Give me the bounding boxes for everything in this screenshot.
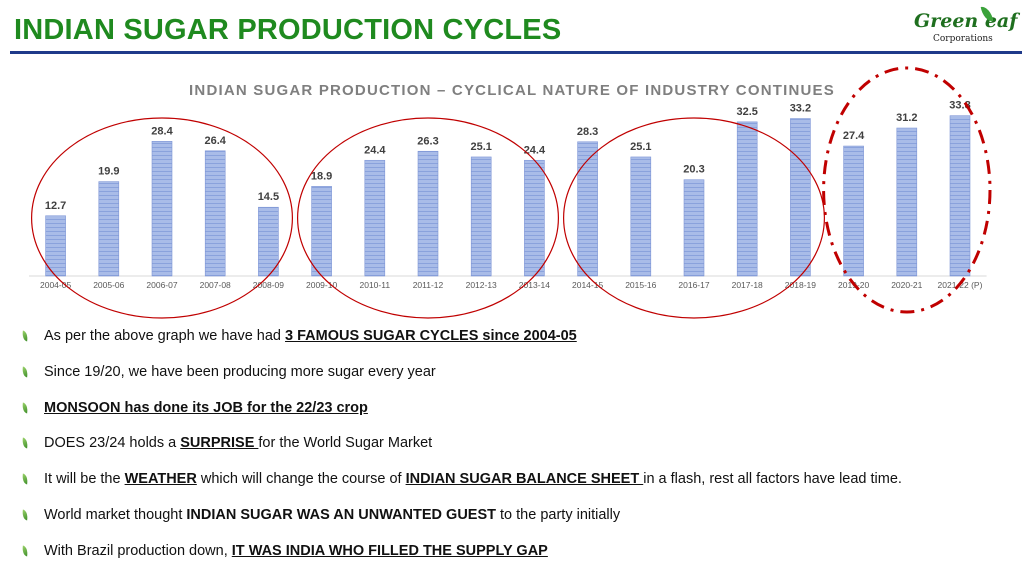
data-label-2013-14: 24.4	[524, 144, 546, 156]
bullet-item: World market thought INDIAN SUGAR WAS AN…	[21, 505, 1012, 541]
tick-label-2020-21: 2020-21	[891, 280, 922, 290]
bar-2010-11	[364, 159, 386, 277]
leaf-bullet-icon	[21, 473, 29, 485]
cycle-highlight-3	[562, 117, 825, 319]
cycle-highlight-2	[297, 117, 559, 319]
tick-label-2009-10: 2009-10	[306, 280, 337, 290]
tick-label-2008-09: 2008-09	[253, 280, 284, 290]
data-label-2004-05: 12.7	[45, 200, 66, 212]
bullet-text: With Brazil production down,	[44, 542, 232, 559]
tick-label-2007-08: 2007-08	[200, 280, 231, 290]
bullet-text: for the World Sugar Market	[258, 435, 433, 452]
tick-label-2018-19: 2018-19	[785, 280, 816, 290]
data-label-2012-13: 25.1	[470, 141, 491, 153]
tick-label-2012-13: 2012-13	[466, 280, 497, 290]
data-label-2019-20: 27.4	[843, 130, 865, 142]
bullet-text: World market thought	[44, 506, 187, 523]
tick-label-2005-06: 2005-06	[93, 280, 124, 290]
bar-2020-21	[896, 127, 918, 277]
bar-2021-22 (P)	[949, 115, 971, 277]
bullet-item: As per the above graph we have had 3 FAM…	[21, 326, 1012, 362]
bar-2012-13	[470, 156, 492, 277]
company-logo: Green eaf Corporations	[908, 5, 1017, 48]
tick-label-2016-17: 2016-17	[678, 280, 709, 290]
leaf-bullet-icon	[21, 402, 29, 414]
bullet-emphasis: IT WAS INDIA WHO FILLED THE SUPPLY GAP	[231, 542, 548, 559]
bullet-item: DOES 23/24 holds a SURPRISE for the Worl…	[21, 433, 1012, 469]
tick-label-2011-12: 2011-12	[413, 280, 444, 290]
bar-2007-08	[204, 150, 226, 277]
bullet-text: As per the above graph we have had	[44, 328, 286, 344]
tick-label-2013-14: 2013-14	[519, 280, 550, 290]
data-label-2020-21: 31.2	[896, 112, 917, 124]
bar-2011-12	[417, 150, 439, 277]
bar-2006-07	[151, 141, 173, 277]
leaf-bullet-icon	[21, 509, 29, 521]
tick-label-2010-11: 2010-11	[360, 280, 391, 290]
bar-2017-18	[736, 121, 758, 277]
bullet-item: Since 19/20, we have been producing more…	[21, 362, 1012, 398]
bullet-emphasis: WEATHER	[124, 471, 197, 488]
logo-subtitle: Corporations	[933, 34, 993, 44]
bar-2016-17	[683, 179, 705, 277]
bullet-emphasis: INDIAN SUGAR WAS AN UNWANTED GUEST	[186, 506, 496, 523]
leaf-bullet-icon	[21, 330, 29, 342]
data-label-2006-07: 28.4	[151, 125, 173, 137]
tick-label-2004-05: 2004-05	[40, 280, 71, 290]
leaf-bullet-icon	[21, 545, 29, 557]
data-label-2017-18: 32.5	[736, 106, 757, 118]
data-label-2008-09: 14.5	[258, 191, 279, 203]
data-label-2007-08: 26.4	[204, 135, 226, 147]
tick-label-2015-16: 2015-16	[625, 280, 656, 290]
tick-label-2014-15: 2014-15	[572, 280, 603, 290]
bullet-text: It will be the	[44, 471, 125, 488]
bar-2018-19	[790, 118, 811, 277]
bullet-text: Since 19/20, we have been producing more…	[44, 363, 436, 380]
tick-label-2017-18: 2017-18	[732, 280, 763, 290]
bullet-item: It will be the WEATHER which will change…	[21, 469, 1012, 505]
data-label-2014-15: 28.3	[577, 126, 598, 138]
bullet-text: in a flash, rest all factors have lead t…	[643, 471, 902, 488]
bullet-emphasis: 3 FAMOUS SUGAR CYCLES since 2004-05	[285, 328, 577, 344]
bar-2009-10	[311, 186, 332, 277]
bullet-item: With Brazil production down, IT WAS INDI…	[21, 541, 1012, 577]
data-label-2009-10: 18.9	[311, 170, 332, 182]
bullet-emphasis: SURPRISE	[180, 435, 259, 452]
data-label-2011-12: 26.3	[417, 135, 438, 147]
title-divider	[10, 51, 1022, 54]
bar-2008-09	[258, 206, 279, 277]
data-label-2010-11: 24.4	[364, 144, 386, 156]
bar-2014-15	[577, 141, 598, 277]
bullet-list: As per the above graph we have had 3 FAM…	[21, 326, 1012, 577]
bullet-emphasis: MONSOON has done its JOB for the 22/23 c…	[44, 399, 368, 416]
bullet-emphasis: INDIAN SUGAR BALANCE SHEET	[405, 471, 644, 488]
bullet-text: DOES 23/24 holds a	[44, 435, 181, 452]
cycle-highlight-4	[822, 66, 992, 314]
leaf-bullet-icon	[21, 366, 29, 378]
data-label-2016-17: 20.3	[683, 164, 704, 176]
bar-2005-06	[98, 181, 120, 277]
slide-title: INDIAN SUGAR PRODUCTION CYCLES	[14, 14, 562, 46]
bullet-item: MONSOON has done its JOB for the 22/23 c…	[21, 398, 1012, 434]
tick-label-2006-07: 2006-07	[146, 280, 177, 290]
chart-title: INDIAN SUGAR PRODUCTION – CYCLICAL NATUR…	[189, 82, 835, 99]
data-label-2015-16: 25.1	[630, 141, 651, 153]
bar-2015-16	[630, 156, 652, 277]
bullet-text: to the party initially	[496, 506, 621, 523]
bar-2013-14	[524, 159, 545, 277]
leaf-bullet-icon	[21, 437, 29, 449]
cycle-highlight-1	[31, 117, 293, 319]
data-label-2005-06: 19.9	[98, 166, 119, 178]
production-bar-chart: 12.7 19.9 28.4 26.4 14.5 18.9 24.4 26.3 25.1 24.4…	[29, 66, 992, 319]
data-label-2018-19: 33.2	[790, 103, 811, 115]
bullet-text: which will change the course of	[196, 471, 406, 488]
bar-2019-20	[843, 145, 864, 277]
